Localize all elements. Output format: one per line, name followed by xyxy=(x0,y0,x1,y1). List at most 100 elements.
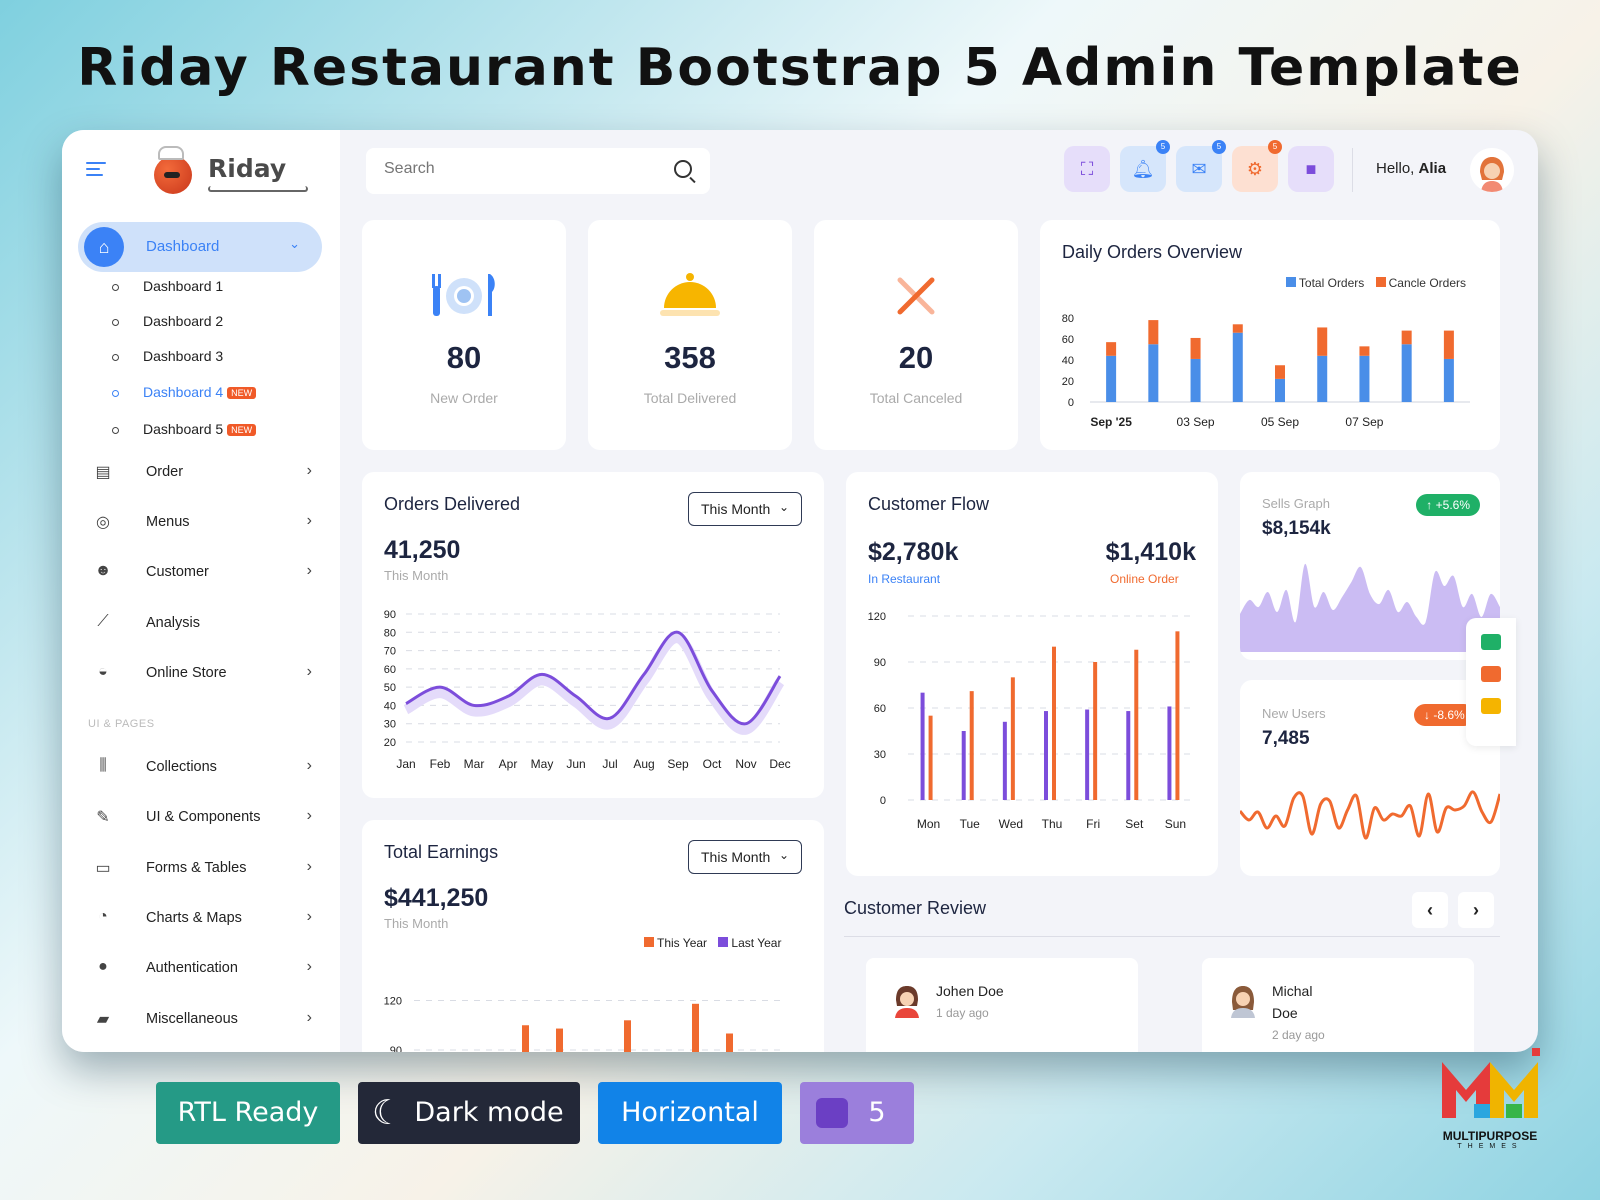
daily-orders-card: Daily Orders Overview Total Orders Cancl… xyxy=(1040,220,1500,450)
document-icon: ▭ xyxy=(95,860,111,877)
fullscreen-button[interactable]: ⛶ xyxy=(1064,146,1110,192)
sidebar-item-online-store[interactable]: ◒ Online Store › xyxy=(92,661,312,689)
bullet-icon xyxy=(112,283,119,291)
bar-this-year xyxy=(556,1028,563,1052)
vendor-tagline: THEMES xyxy=(1457,1143,1523,1150)
y-tick-label: 80 xyxy=(1062,313,1074,325)
review-time: 2 day ago xyxy=(1272,1028,1325,1042)
chevron-right-icon: › xyxy=(306,757,312,774)
sidebar-subitem-dashboard-2[interactable]: Dashboard 2 xyxy=(112,313,223,329)
image-icon[interactable] xyxy=(1481,666,1501,682)
sidebar-item-miscellaneous[interactable]: ▰ Miscellaneous › xyxy=(92,1007,312,1035)
customer-flow-card: Customer Flow $2,780k In Restaurant $1,4… xyxy=(846,472,1218,876)
sidebar-item-forms-tables[interactable]: ▭ Forms & Tables › xyxy=(92,856,312,884)
chevron-down-icon: ⌄ xyxy=(289,236,300,251)
x-tick-label: Jul xyxy=(602,757,617,771)
legend-label: Last Year xyxy=(731,936,782,950)
y-tick-label: 120 xyxy=(868,611,886,623)
bar-total-orders xyxy=(1401,344,1412,402)
y-tick-label: 30 xyxy=(384,719,396,731)
reviewer-avatar xyxy=(1231,986,1255,1018)
search-icon[interactable] xyxy=(674,160,692,178)
settings-button[interactable]: ⚙ 5 xyxy=(1232,140,1282,192)
reviewer-name: Johen Doe xyxy=(936,983,1004,999)
daily-orders-chart: 0 20 40 60 80 Sep '25 03 Sep 05 Sep 07 Sep xyxy=(1062,313,1470,429)
sidebar-item-collections[interactable]: ⫼ Collections › xyxy=(92,755,312,783)
menu-toggle-icon[interactable] xyxy=(86,162,106,180)
period-dropdown[interactable]: This Month ⌄ xyxy=(688,492,802,526)
orders-delivered-value: 41,250 xyxy=(384,536,461,564)
sidebar-item-ui-components[interactable]: ✎ UI & Components › xyxy=(92,805,312,833)
x-tick-label: Sun xyxy=(1165,817,1186,831)
stat-value: 80 xyxy=(446,340,482,375)
sidebar-item-analysis[interactable]: ⟋ Analysis xyxy=(92,611,312,639)
bar-cancle-orders xyxy=(1359,346,1370,356)
bar-total-orders xyxy=(1190,358,1201,402)
x-tick-label: Apr xyxy=(499,757,518,771)
bar-total-orders xyxy=(1106,355,1117,402)
sells-graph-title: Sells Graph xyxy=(1262,496,1330,511)
dropdown-value: This Month xyxy=(701,501,771,517)
notifications-button[interactable]: 🔔︎ 5 xyxy=(1120,140,1170,192)
bar-cancle-orders xyxy=(1148,320,1159,345)
sidebar-item-label: Order xyxy=(146,464,184,480)
y-tick-label: 0 xyxy=(1068,397,1074,409)
users-change-badge: ↓ -8.6% xyxy=(1414,704,1475,726)
change-value: -8.6% xyxy=(1433,708,1465,722)
bullet-icon xyxy=(112,318,119,326)
layout-toggle-button[interactable]: ■ xyxy=(1288,146,1334,192)
sidebar-item-order[interactable]: ▤ Order › xyxy=(92,460,312,488)
logo-spatula-icon xyxy=(208,186,308,192)
bar-in-restaurant xyxy=(1085,709,1090,800)
y-tick-label: 60 xyxy=(1062,334,1074,346)
misc-icon: ▰ xyxy=(96,1011,110,1028)
legend-label: This Year xyxy=(657,936,708,950)
search-input[interactable] xyxy=(384,160,664,178)
subitem-label: Dashboard 1 xyxy=(143,278,224,294)
stat-value: 20 xyxy=(898,340,934,375)
review-card[interactable]: Johen Doe 1 day ago xyxy=(866,958,1138,1052)
period-dropdown[interactable]: This Month ⌄ xyxy=(688,840,802,874)
message-count-badge: 5 xyxy=(1212,140,1226,154)
sidebar-subitem-dashboard-1[interactable]: Dashboard 1 xyxy=(112,278,223,294)
sidebar-item-label: Miscellaneous xyxy=(146,1011,238,1027)
sidebar-subitem-dashboard-4[interactable]: Dashboard 4 NEW xyxy=(112,384,257,400)
lock-icon: ● xyxy=(98,958,108,975)
review-next-button[interactable]: › xyxy=(1458,892,1494,928)
dropdown-value: This Month xyxy=(701,849,771,865)
sells-change-badge: ↑ +5.6% xyxy=(1416,494,1480,516)
x-tick-label: 03 Sep xyxy=(1177,415,1215,429)
folder-icon[interactable] xyxy=(1481,698,1501,714)
new-badge: NEW xyxy=(227,387,257,400)
earnings-value: $441,250 xyxy=(384,884,489,912)
sidebar-item-menus[interactable]: ◎ Menus › xyxy=(92,510,312,538)
bar-online-order xyxy=(1175,631,1180,800)
sidebar-item-label: Authentication xyxy=(146,960,238,976)
sidebar-item-dashboard[interactable]: ⌂ Dashboard ⌄ xyxy=(78,222,322,272)
moon-icon: ☾ xyxy=(372,1093,403,1133)
stat-card-new-order: 80 New Order xyxy=(362,220,566,450)
sidebar-subitem-dashboard-5[interactable]: Dashboard 5 NEW xyxy=(112,421,257,437)
y-tick-label: 50 xyxy=(384,682,396,694)
messages-button[interactable]: ✉ 5 xyxy=(1176,140,1226,192)
sells-graph-value: $8,154k xyxy=(1262,518,1331,539)
logo-text[interactable]: Riday xyxy=(208,154,287,183)
sidebar-item-charts-maps[interactable]: ◔ Charts & Maps › xyxy=(92,906,312,934)
bar-in-restaurant xyxy=(1167,706,1172,800)
settings-count-badge: 5 xyxy=(1268,140,1282,154)
review-prev-button[interactable]: ‹ xyxy=(1412,892,1448,928)
legend-swatch xyxy=(1285,277,1296,287)
clipboard-icon: ▤ xyxy=(95,464,111,481)
section-label: UI & PAGES xyxy=(88,718,155,730)
sidebar-item-authentication[interactable]: ● Authentication › xyxy=(92,956,312,984)
cash-icon[interactable] xyxy=(1481,634,1501,650)
user-avatar[interactable] xyxy=(1470,148,1514,192)
chevron-right-icon: › xyxy=(306,1009,312,1026)
chart-line-icon: ⟋ xyxy=(97,613,109,630)
legend-swatch xyxy=(1375,277,1386,287)
sidebar-subitem-dashboard-3[interactable]: Dashboard 3 xyxy=(112,348,223,364)
bar-online-order xyxy=(1010,677,1015,800)
sidebar-item-customer[interactable]: ☻ Customer › xyxy=(92,560,312,588)
user-greeting[interactable]: Hello, Alia xyxy=(1376,160,1446,177)
review-card[interactable]: Michal Doe 2 day ago xyxy=(1202,958,1474,1052)
